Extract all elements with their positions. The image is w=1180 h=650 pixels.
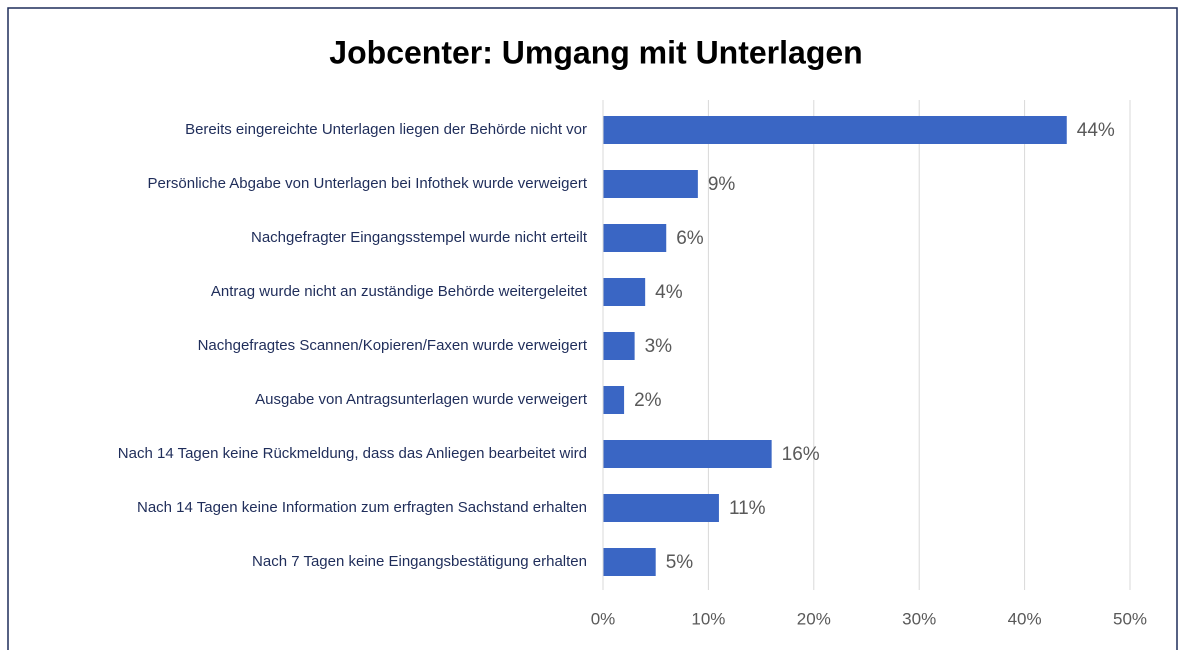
frame [7,7,1178,650]
value-label: 16% [782,444,820,465]
category-label: Nach 14 Tagen keine Information zum erfr… [137,499,587,516]
category-label: Nachgefragtes Scannen/Kopieren/Faxen wur… [197,337,587,354]
x-tick-label: 0% [591,609,616,628]
value-label: 11% [729,498,766,519]
bar [603,440,772,468]
bar [603,332,635,360]
value-label: 4% [655,282,683,303]
chart-title: Jobcenter: Umgang mit Unterlagen [329,34,862,70]
value-label: 2% [634,390,662,411]
x-tick-label: 10% [691,609,725,628]
x-tick-label: 20% [797,609,831,628]
category-label: Nachgefragter Eingangsstempel wurde nich… [250,229,587,246]
value-label: 5% [666,552,694,573]
category-label: Nach 14 Tagen keine Rückmeldung, dass da… [117,445,587,462]
bar [603,386,625,414]
value-label: 44% [1077,120,1115,141]
value-label: 6% [676,228,704,249]
bar [603,116,1067,144]
category-label: Persönliche Abgabe von Unterlagen bei In… [147,175,587,192]
value-label: 3% [645,336,673,357]
category-label: Antrag wurde nicht an zuständige Behörde… [210,283,587,300]
bar [603,170,698,198]
category-label: Ausgabe von Antragsunterlagen wurde verw… [255,391,587,408]
bar [603,224,667,252]
bar [603,278,646,306]
value-label: 9% [708,174,736,195]
x-tick-label: 30% [902,609,936,628]
bar [603,548,656,576]
category-label: Nach 7 Tagen keine Eingangsbestätigung e… [252,553,587,570]
x-tick-label: 40% [1008,609,1042,628]
x-tick-label: 50% [1113,609,1147,628]
category-label: Bereits eingereichte Unterlagen liegen d… [185,121,587,138]
bar [603,494,719,522]
